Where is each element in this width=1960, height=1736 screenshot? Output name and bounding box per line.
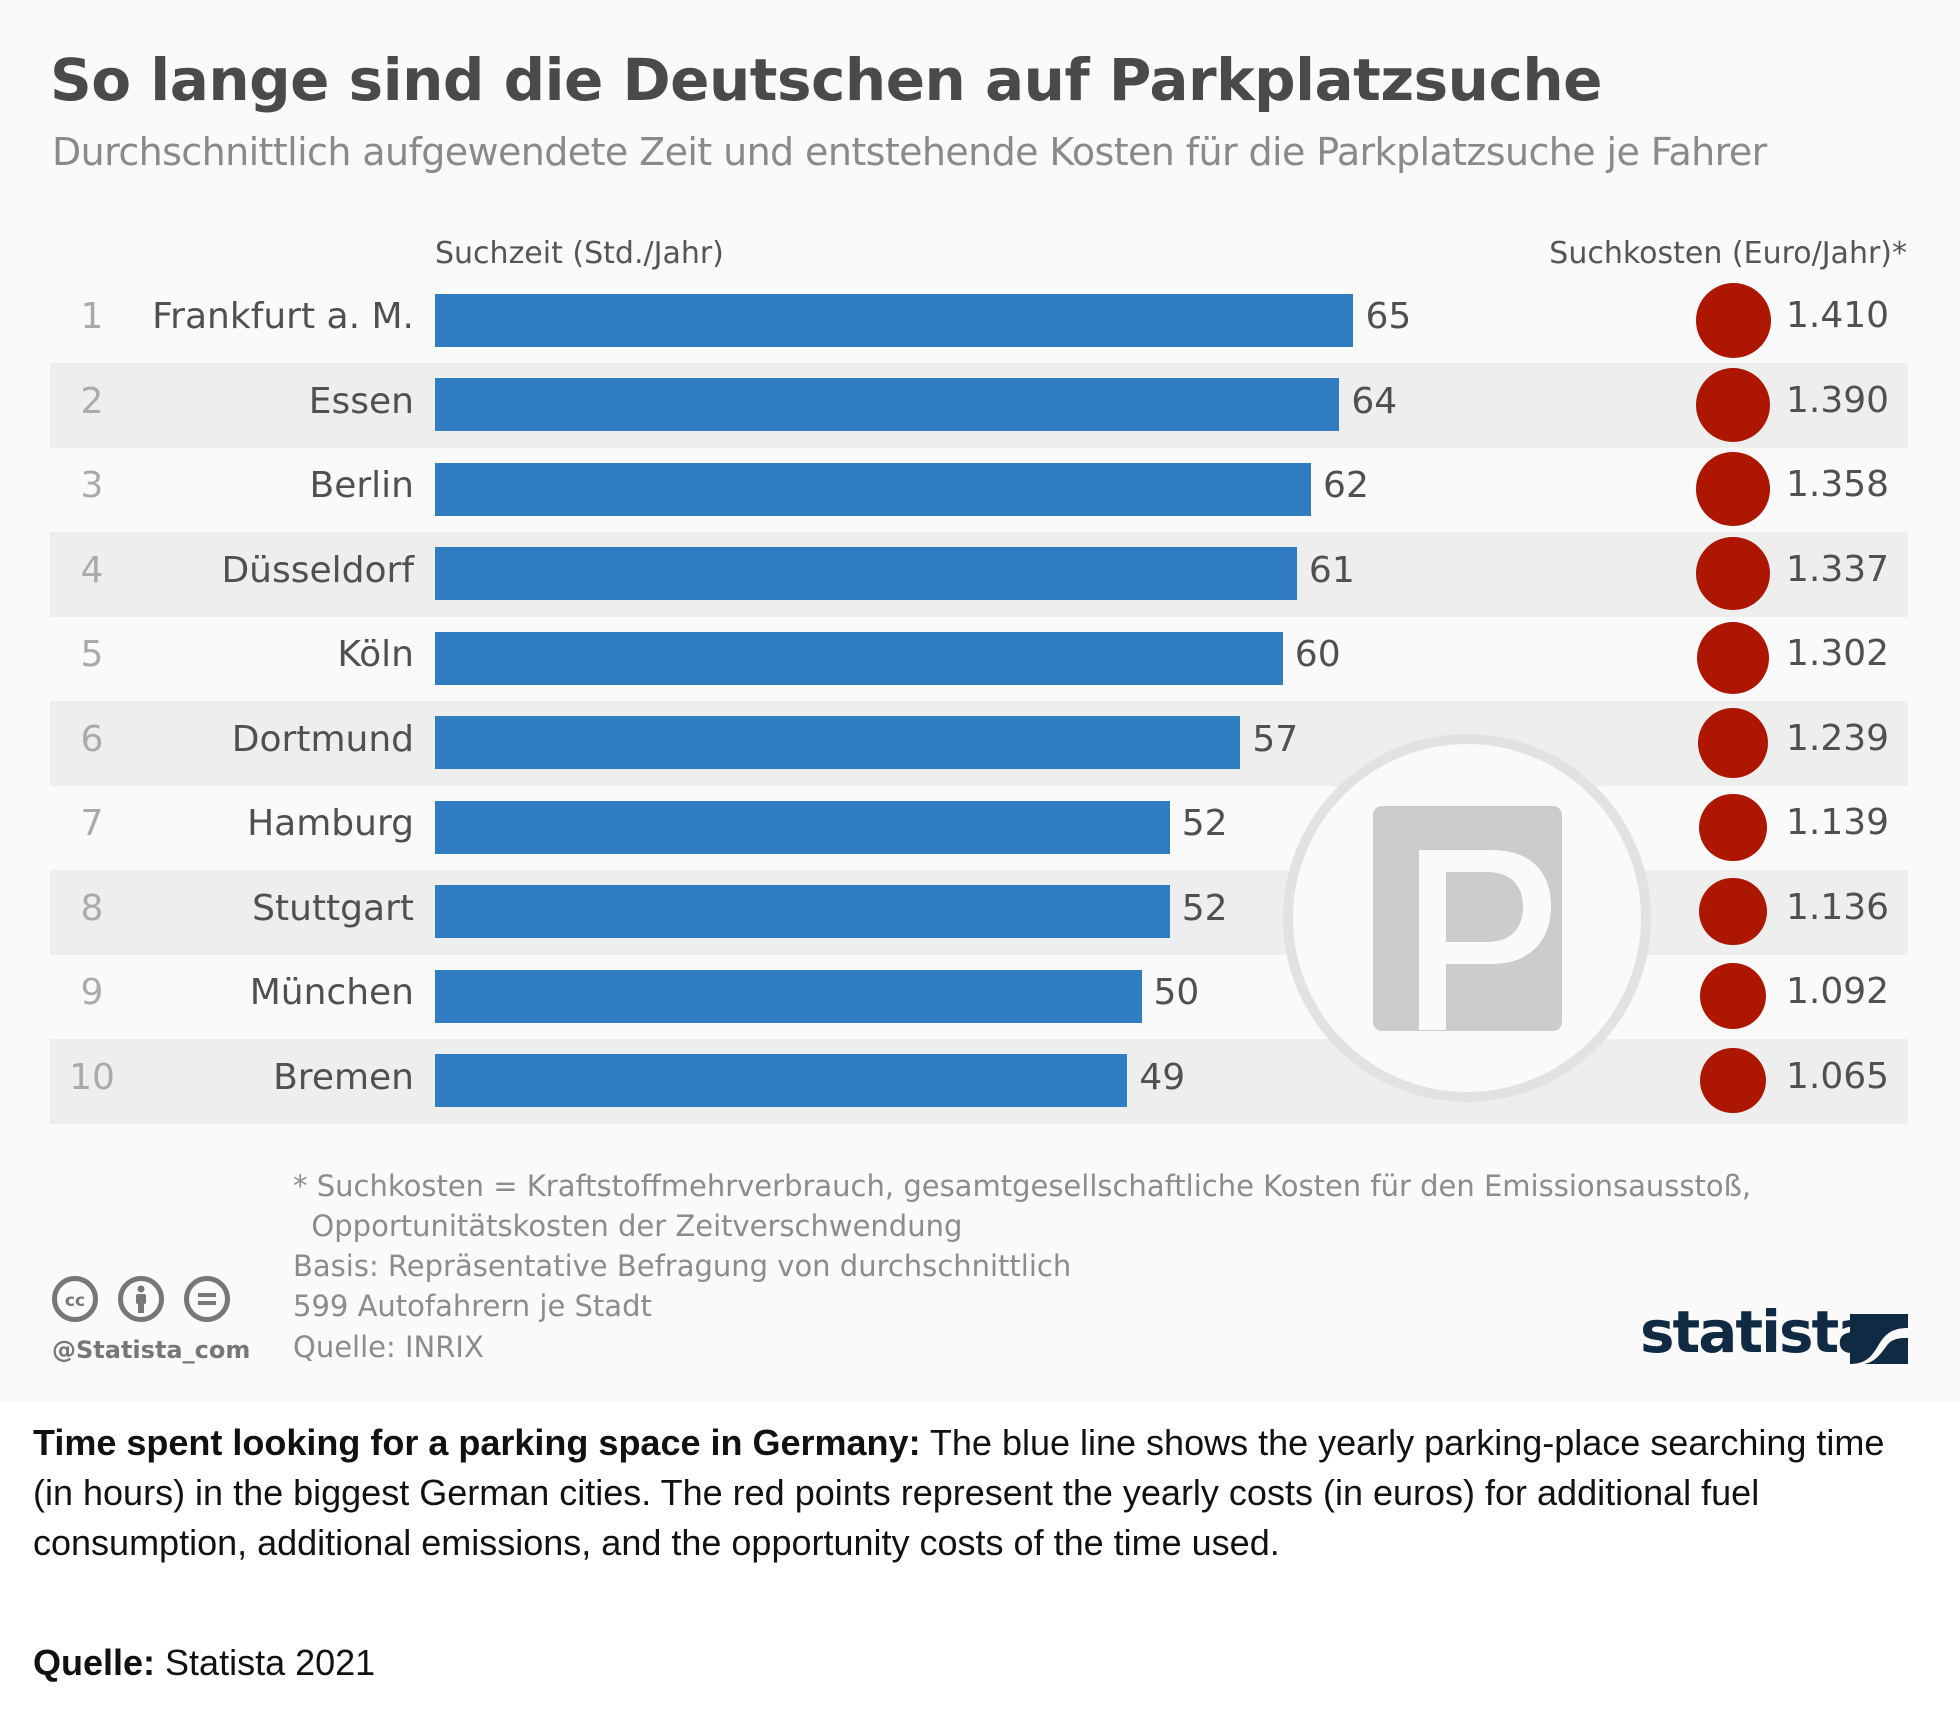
time-value-label: 65 — [1365, 296, 1412, 338]
category-label: Dortmund — [231, 718, 414, 760]
time-value-label: 50 — [1153, 972, 1200, 1014]
category-label: München — [249, 972, 414, 1014]
cost-value-label: 1.358 — [1786, 464, 1890, 506]
statista-logo-text: statista — [1640, 1298, 1876, 1366]
cost-value-label: 1.302 — [1786, 633, 1890, 675]
time-bar — [435, 631, 1283, 685]
chart-subtitle: Durchschnittlich aufgewendete Zeit und e… — [52, 130, 1767, 174]
cost-bubble — [1695, 282, 1771, 358]
source-text: Quelle: INRIX — [293, 1330, 484, 1364]
caption-title: Time spent looking for a parking space i… — [33, 1422, 921, 1463]
caption-text: The blue line shows the yearly parking-p… — [33, 1422, 1885, 1563]
cost-value-label: 1.139 — [1786, 802, 1890, 844]
cost-value-label: 1.390 — [1786, 379, 1890, 421]
statista-handle: @Statista_com — [52, 1336, 251, 1364]
cost-value-label: 1.136 — [1786, 886, 1890, 928]
category-label: Frankfurt a. M. — [152, 296, 414, 338]
attribution-icon — [118, 1276, 164, 1322]
cc-icon: cc — [52, 1276, 98, 1322]
cost-bubble — [1696, 622, 1770, 695]
rank-label: 9 — [80, 972, 104, 1014]
parking-sign-square — [1373, 806, 1562, 1031]
category-label: Köln — [337, 634, 414, 676]
rank-label: 5 — [80, 634, 104, 676]
footnote-text: * Suchkosten = Kraftstoffmehrverbrauch, … — [293, 1169, 1752, 1323]
rank-label: 4 — [80, 549, 104, 591]
category-label: Düsseldorf — [221, 549, 414, 591]
category-label: Stuttgart — [252, 887, 414, 929]
caption-source: Quelle: Statista 2021 — [33, 1642, 375, 1684]
time-bar — [435, 969, 1142, 1023]
rank-label: 3 — [80, 465, 104, 507]
infographic: So lange sind die Deutschen auf Parkplat… — [50, 46, 1908, 1366]
time-bar — [435, 547, 1297, 601]
time-bar — [435, 462, 1312, 516]
caption-source-value: Statista 2021 — [155, 1642, 376, 1683]
time-bar — [435, 293, 1354, 347]
time-value-label: 61 — [1308, 549, 1355, 591]
cost-value-label: 1.239 — [1786, 717, 1890, 759]
cost-column-header: Suchkosten (Euro/Jahr)* — [1549, 236, 1907, 271]
caption: Time spent looking for a parking space i… — [33, 1418, 1933, 1568]
time-bar — [435, 1054, 1128, 1108]
category-label: Essen — [308, 380, 414, 422]
cost-bubble — [1696, 452, 1770, 527]
time-bar — [435, 800, 1170, 854]
rank-label: 7 — [80, 803, 104, 845]
cost-bubble — [1695, 367, 1771, 442]
time-bar — [435, 885, 1170, 939]
cost-bubble — [1696, 537, 1770, 611]
statista-logo-icon — [1850, 1314, 1908, 1364]
time-value-label: 64 — [1351, 380, 1398, 422]
time-column-header: Suchzeit (Std./Jahr) — [435, 236, 724, 271]
svg-text:cc: cc — [65, 1291, 85, 1311]
no-derivatives-icon — [184, 1276, 230, 1322]
time-value-label: 52 — [1181, 803, 1228, 845]
rank-label: 10 — [69, 1056, 115, 1098]
time-value-label: 49 — [1139, 1056, 1186, 1098]
time-bar — [435, 378, 1340, 432]
rank-label: 2 — [80, 380, 104, 422]
caption-source-label: Quelle: — [33, 1642, 156, 1683]
category-label: Bremen — [273, 1056, 414, 1098]
time-value-label: 52 — [1181, 887, 1228, 929]
time-bar — [435, 716, 1241, 770]
time-value-label: 57 — [1252, 718, 1299, 760]
rank-label: 6 — [80, 718, 104, 760]
chart-title: So lange sind die Deutschen auf Parkplat… — [50, 46, 1602, 114]
rank-label: 1 — [80, 296, 104, 338]
cost-bubble — [1699, 878, 1767, 946]
cost-value-label: 1.092 — [1786, 971, 1890, 1013]
cost-bubble — [1699, 793, 1767, 861]
time-value-label: 60 — [1294, 634, 1341, 676]
cost-bubble — [1700, 1048, 1766, 1114]
time-value-label: 62 — [1323, 465, 1369, 507]
cost-bubble — [1699, 963, 1766, 1030]
cost-value-label: 1.410 — [1786, 295, 1890, 337]
rank-label: 8 — [80, 887, 104, 929]
category-label: Hamburg — [247, 803, 414, 845]
cost-value-label: 1.065 — [1786, 1055, 1890, 1097]
cost-bubble — [1697, 707, 1769, 778]
parking-p-glyph — [1419, 850, 1551, 1030]
category-label: Berlin — [309, 465, 414, 507]
cost-value-label: 1.337 — [1786, 548, 1890, 590]
parking-sign-icon — [1283, 734, 1651, 1102]
